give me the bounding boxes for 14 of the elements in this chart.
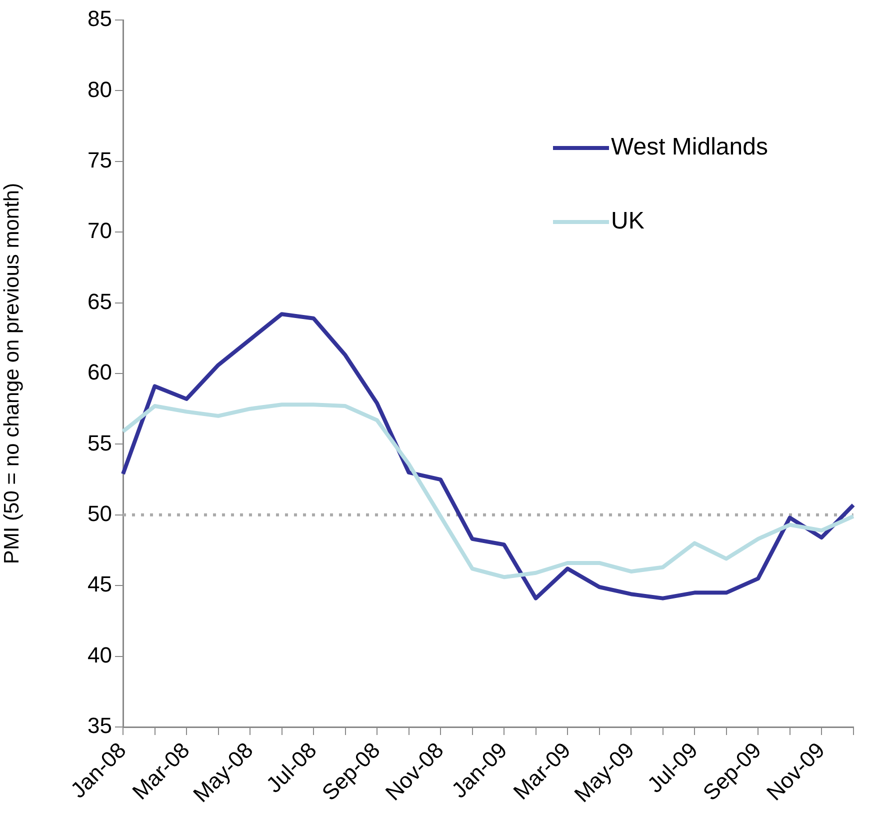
y-tick-label: 50 bbox=[88, 500, 112, 526]
y-tick-label: 60 bbox=[88, 360, 112, 385]
y-tick-label: 85 bbox=[88, 6, 112, 32]
y-axis-title: PMI (50 = no change on previous month) bbox=[0, 182, 24, 564]
y-tick-label: 65 bbox=[88, 288, 112, 314]
y-tick-label: 80 bbox=[88, 76, 112, 102]
legend-label: UK bbox=[611, 208, 644, 235]
y-tick-label: 45 bbox=[88, 572, 112, 597]
y-tick-label: 35 bbox=[88, 713, 112, 738]
legend-label: West Midlands bbox=[611, 134, 768, 161]
y-tick-label: 75 bbox=[88, 147, 112, 172]
y-tick-label: 55 bbox=[88, 430, 112, 456]
y-tick-label: 70 bbox=[88, 218, 112, 244]
y-tick-label: 40 bbox=[88, 642, 112, 668]
